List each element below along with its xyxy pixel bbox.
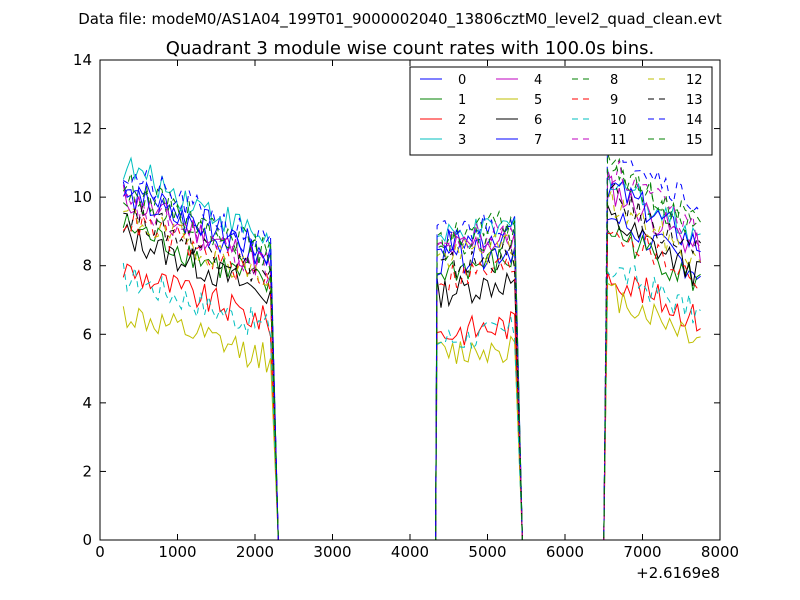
ticks-layer: 0 1000 2000 3000 4000 5000 6000 7000 80000246810… (73, 51, 739, 561)
series-line-9 (122, 208, 701, 541)
legend-label-6: 6 (534, 113, 542, 128)
legend-label-5: 5 (534, 93, 542, 108)
legend-label-2: 2 (458, 113, 466, 128)
x-tick-label: 2000 (236, 543, 274, 561)
legend-label-11: 11 (610, 133, 627, 148)
y-tick-label: 6 (82, 325, 92, 343)
series-line-2 (122, 263, 701, 541)
series-line-13 (123, 182, 701, 541)
y-tick-label: 12 (73, 120, 92, 138)
y-tick-label: 0 (82, 531, 92, 549)
series-line-8 (122, 157, 701, 541)
legend-label-14: 14 (686, 113, 703, 128)
series-line-14 (123, 127, 702, 541)
x-offset-label: +2.6169e8 (636, 564, 720, 582)
x-tick-label: 3000 (313, 543, 351, 561)
series-line-5 (122, 282, 701, 541)
x-tick-label: 4000 (391, 543, 429, 561)
legend-label-0: 0 (458, 73, 466, 88)
legend-label-1: 1 (458, 93, 466, 108)
series-line-6 (122, 204, 701, 541)
legend-label-8: 8 (610, 73, 618, 88)
legend-label-9: 9 (610, 93, 618, 108)
legend-label-15: 15 (686, 133, 703, 148)
y-tick-label: 14 (73, 51, 92, 69)
legend-label-13: 13 (686, 93, 703, 108)
legend-label-3: 3 (458, 133, 466, 148)
y-tick-label: 4 (82, 394, 92, 412)
legend-label-7: 7 (534, 133, 542, 148)
y-tick-label: 10 (73, 188, 92, 206)
series-line-12 (123, 188, 701, 541)
x-tick-label: 1000 (158, 543, 196, 561)
legend-label-4: 4 (534, 73, 542, 88)
series-line-15 (122, 153, 702, 541)
legend-box (409, 66, 713, 156)
series-layer (122, 127, 702, 541)
chart-title: Quadrant 3 module wise count rates with … (166, 38, 655, 59)
y-tick-label: 8 (82, 257, 92, 275)
legend-label-10: 10 (610, 113, 627, 128)
series-line-0 (122, 181, 701, 541)
y-tick-label: 2 (82, 462, 92, 480)
x-tick-label: 0 (95, 543, 105, 561)
series-line-11 (123, 160, 701, 541)
legend-label-12: 12 (686, 73, 703, 88)
plot-frame (99, 59, 721, 541)
x-tick-label: 6000 (546, 543, 584, 561)
series-line-10 (122, 262, 701, 541)
x-tick-label: 7000 (623, 543, 661, 561)
chart-suptitle: Data file: modeM0/AS1A04_199T01_90000020… (78, 10, 722, 29)
x-tick-label: 5000 (468, 543, 506, 561)
x-tick-label: 8000 (701, 543, 739, 561)
